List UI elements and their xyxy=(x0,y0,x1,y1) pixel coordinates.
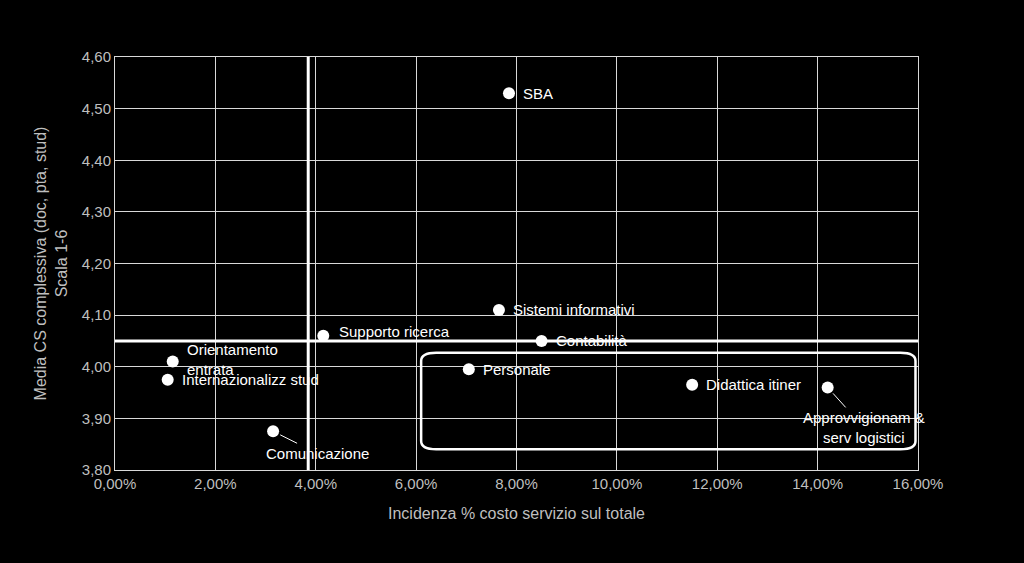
svg-text:8,00%: 8,00% xyxy=(495,475,538,492)
svg-text:Contabilità: Contabilità xyxy=(556,332,628,349)
svg-text:3,80: 3,80 xyxy=(82,461,111,478)
svg-text:4,10: 4,10 xyxy=(82,306,111,323)
svg-text:12,00%: 12,00% xyxy=(692,475,743,492)
svg-text:4,00%: 4,00% xyxy=(294,475,337,492)
svg-text:2,00%: 2,00% xyxy=(194,475,237,492)
svg-text:4,20: 4,20 xyxy=(82,255,111,272)
svg-text:Approvvigionam &serv logistici: Approvvigionam &serv logistici xyxy=(803,409,925,446)
svg-text:3,90: 3,90 xyxy=(82,410,111,427)
svg-text:Sistemi informativi: Sistemi informativi xyxy=(513,301,635,318)
svg-text:Comunicazione: Comunicazione xyxy=(266,445,369,462)
svg-text:Media CS complessiva (doc, pta: Media CS complessiva (doc, pta, stud)Sca… xyxy=(32,127,70,401)
svg-text:0,00%: 0,00% xyxy=(94,475,137,492)
svg-text:Didattica itiner: Didattica itiner xyxy=(706,376,801,393)
svg-text:Internazionalizz stud: Internazionalizz stud xyxy=(182,371,319,388)
svg-text:4,60: 4,60 xyxy=(82,48,111,65)
svg-text:10,00%: 10,00% xyxy=(591,475,642,492)
svg-text:4,50: 4,50 xyxy=(82,100,111,117)
svg-text:6,00%: 6,00% xyxy=(395,475,438,492)
svg-text:Orientamentoentrata: Orientamentoentrata xyxy=(187,341,278,378)
svg-text:4,00: 4,00 xyxy=(82,358,111,375)
svg-text:4,40: 4,40 xyxy=(82,152,111,169)
svg-text:14,00%: 14,00% xyxy=(792,475,843,492)
svg-text:Personale: Personale xyxy=(483,361,551,378)
svg-text:16,00%: 16,00% xyxy=(893,475,944,492)
svg-text:Supporto ricerca: Supporto ricerca xyxy=(339,323,450,340)
svg-text:SBA: SBA xyxy=(523,85,553,102)
svg-text:4,30: 4,30 xyxy=(82,203,111,220)
svg-text:Incidenza % costo servizio sul: Incidenza % costo servizio sul totale xyxy=(388,505,645,522)
